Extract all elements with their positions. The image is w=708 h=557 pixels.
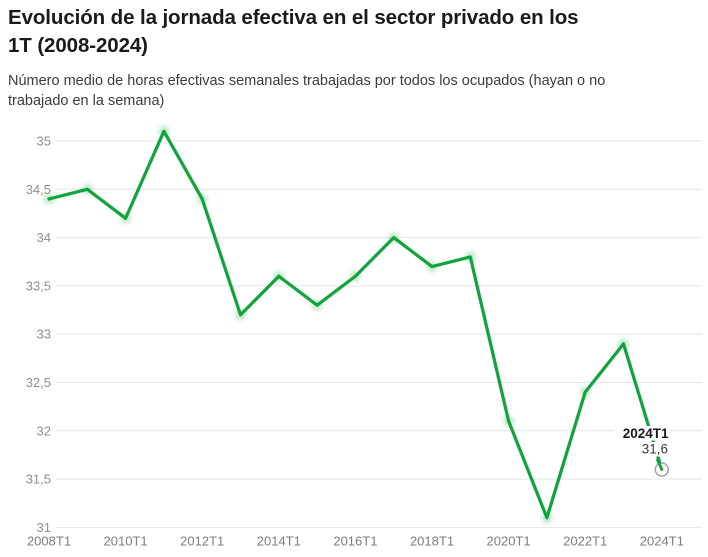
x-axis-tick-label: 2008T1 [27,534,71,549]
chart-title-line-1: Evolución de la jornada efectiva en el s… [8,6,579,29]
x-axis-tick-label: 2022T1 [563,534,607,549]
x-axis-tick-label: 2018T1 [410,534,454,549]
y-axis-tick-label: 31,5 [26,472,51,487]
y-axis-tick-label: 34 [37,230,51,245]
x-axis-tick-label: 2016T1 [333,534,377,549]
y-axis-tick-label: 33,5 [26,278,51,293]
chart-subtitle-line-1: Número medio de horas efectivas semanale… [8,73,606,89]
y-axis-tick-label: 31 [37,520,51,535]
chart-title: Evolución de la jornada efectiva en el s… [8,4,704,60]
x-axis-tick-label: 2012T1 [180,534,224,549]
chart-title-line-2: 1T (2008-2024) [8,34,148,57]
annotation-mask [614,426,670,441]
chart-subtitle-line-2: trabajado en la semana) [8,93,165,109]
trend-line [47,129,664,520]
x-axis-tick-label: 2010T1 [104,534,148,549]
y-axis-tick-label: 34,5 [26,182,51,197]
annotation-mask [636,442,670,457]
last-point-stub [656,458,664,471]
chart-subtitle: Número medio de horas efectivas semanale… [8,71,704,111]
annotation-value-label: 31,6 [642,442,668,457]
x-axis-tick-label: 2024T1 [640,534,684,549]
x-axis-tick-label: 2020T1 [487,534,531,549]
y-axis-tick-label: 32,5 [26,375,51,390]
y-axis-tick-label: 35 [37,134,51,149]
y-axis-tick-label: 33 [37,327,51,342]
x-axis-tick-label: 2014T1 [257,534,301,549]
annotation-period-label: 2024T1 [623,426,669,441]
y-axis-tick-label: 32 [37,423,51,438]
